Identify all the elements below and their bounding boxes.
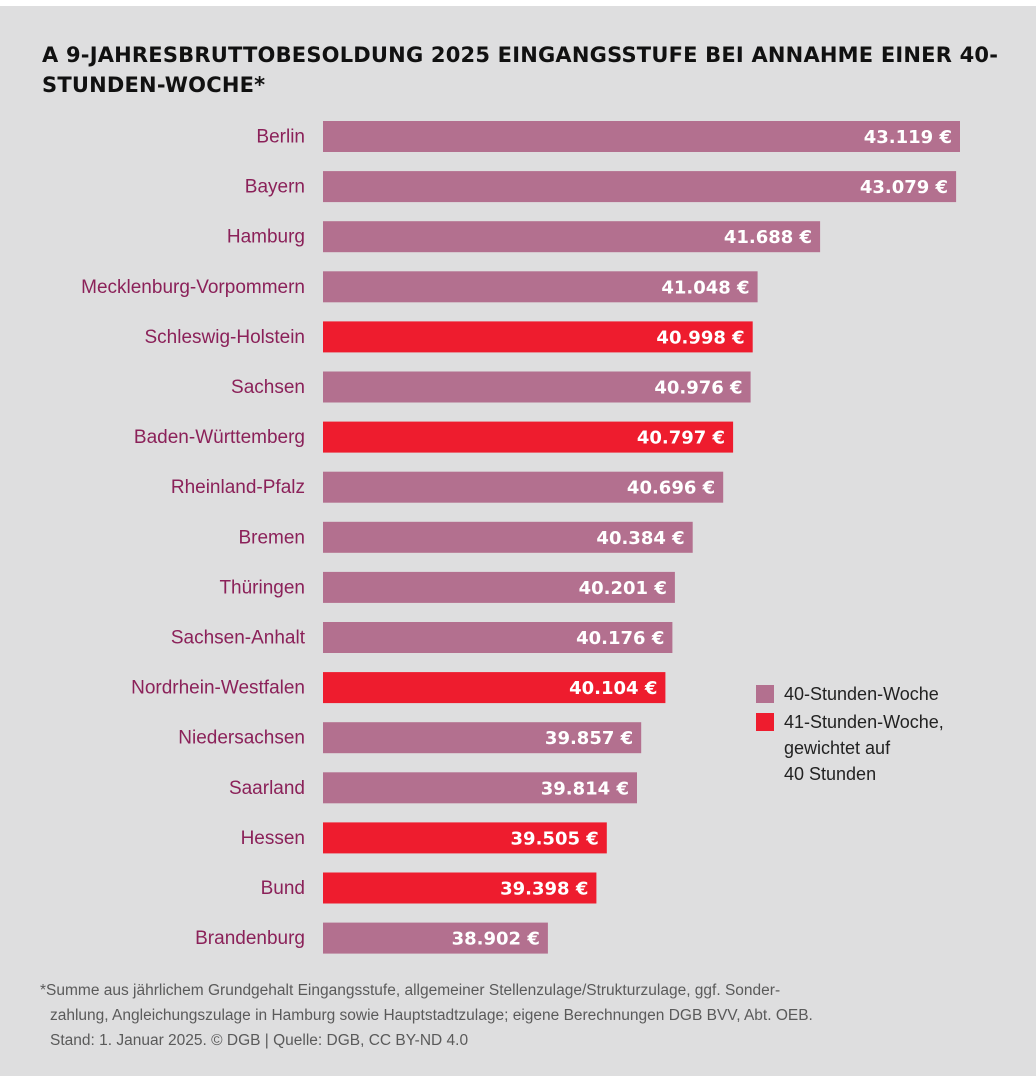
data-label: 40.104 € xyxy=(569,678,657,699)
legend-item: 40-Stunden-Woche xyxy=(756,681,944,707)
bar xyxy=(323,321,753,353)
bar xyxy=(323,872,597,904)
legend-label: 41-Stunden-Woche, gewichtet auf 40 Stund… xyxy=(784,712,944,784)
data-label: 41.048 € xyxy=(661,277,749,298)
legend-label: 40-Stunden-Woche xyxy=(784,684,939,704)
category-label: Niedersachsen xyxy=(178,728,305,749)
bar xyxy=(323,121,960,152)
category-label: Hamburg xyxy=(227,227,305,248)
chart-legend: 40-Stunden-Woche 41-Stunden-Woche, gewich… xyxy=(756,681,944,789)
bar xyxy=(323,271,758,303)
data-label: 40.976 € xyxy=(654,378,742,399)
footnote-line: *Summe aus jährlichem Grundgehalt Eingan… xyxy=(40,982,781,999)
bar xyxy=(323,772,637,804)
data-label: 43.119 € xyxy=(864,127,952,148)
category-label: Hessen xyxy=(241,828,305,849)
category-label: Thüringen xyxy=(219,577,305,598)
data-label: 38.902 € xyxy=(452,929,540,950)
category-label: Nordrhein-Westfalen xyxy=(131,678,305,699)
footnote-line: zahlung, Angleichungszulage in Hamburg s… xyxy=(50,1007,813,1024)
data-label: 39.398 € xyxy=(500,879,588,900)
data-label: 40.384 € xyxy=(596,528,684,549)
category-label: Berlin xyxy=(256,127,305,148)
bar xyxy=(323,371,751,403)
category-label: Rheinland-Pfalz xyxy=(171,477,305,498)
data-label: 40.998 € xyxy=(656,327,744,348)
bar xyxy=(323,722,642,754)
category-label: Saarland xyxy=(229,778,305,799)
bar xyxy=(323,521,693,553)
category-label: Schleswig-Holstein xyxy=(144,327,305,348)
category-label: Brandenburg xyxy=(195,928,305,949)
category-label: Bremen xyxy=(238,527,305,548)
category-label: Baden-Württemberg xyxy=(134,427,305,448)
legend-swatch xyxy=(756,685,774,703)
category-label: Bayern xyxy=(245,177,305,198)
data-label: 40.176 € xyxy=(576,628,664,649)
legend-swatch xyxy=(756,713,774,731)
footnote: *Summe aus jährlichem Grundgehalt Eingan… xyxy=(40,978,1000,1053)
data-label: 39.505 € xyxy=(511,828,599,849)
bar xyxy=(323,421,734,453)
bar xyxy=(323,922,548,954)
data-label: 43.079 € xyxy=(860,177,948,198)
category-label: Sachsen-Anhalt xyxy=(171,628,306,649)
category-label: Sachsen xyxy=(231,377,305,398)
data-label: 39.814 € xyxy=(541,778,629,799)
category-label: Bund xyxy=(261,878,305,899)
bar xyxy=(323,571,675,603)
bar xyxy=(323,622,673,653)
bar xyxy=(323,822,607,854)
data-label: 39.857 € xyxy=(545,728,633,749)
data-label: 40.797 € xyxy=(637,428,725,449)
category-label: Mecklenburg-Vorpommern xyxy=(81,277,305,298)
bar xyxy=(323,672,666,704)
legend-item: 41-Stunden-Woche, gewichtet auf 40 Stund… xyxy=(756,709,944,787)
data-label: 40.696 € xyxy=(627,478,715,499)
data-label: 41.688 € xyxy=(724,227,812,248)
chart-title: A 9-JAHRESBRUTTOBESOLDUNG 2025 EINGANGSS… xyxy=(42,43,999,97)
footnote-line: Stand: 1. Januar 2025. © DGB | Quelle: D… xyxy=(50,1032,469,1049)
bar xyxy=(323,171,957,203)
bar xyxy=(323,221,821,253)
bar xyxy=(323,471,724,503)
data-label: 40.201 € xyxy=(579,578,667,599)
